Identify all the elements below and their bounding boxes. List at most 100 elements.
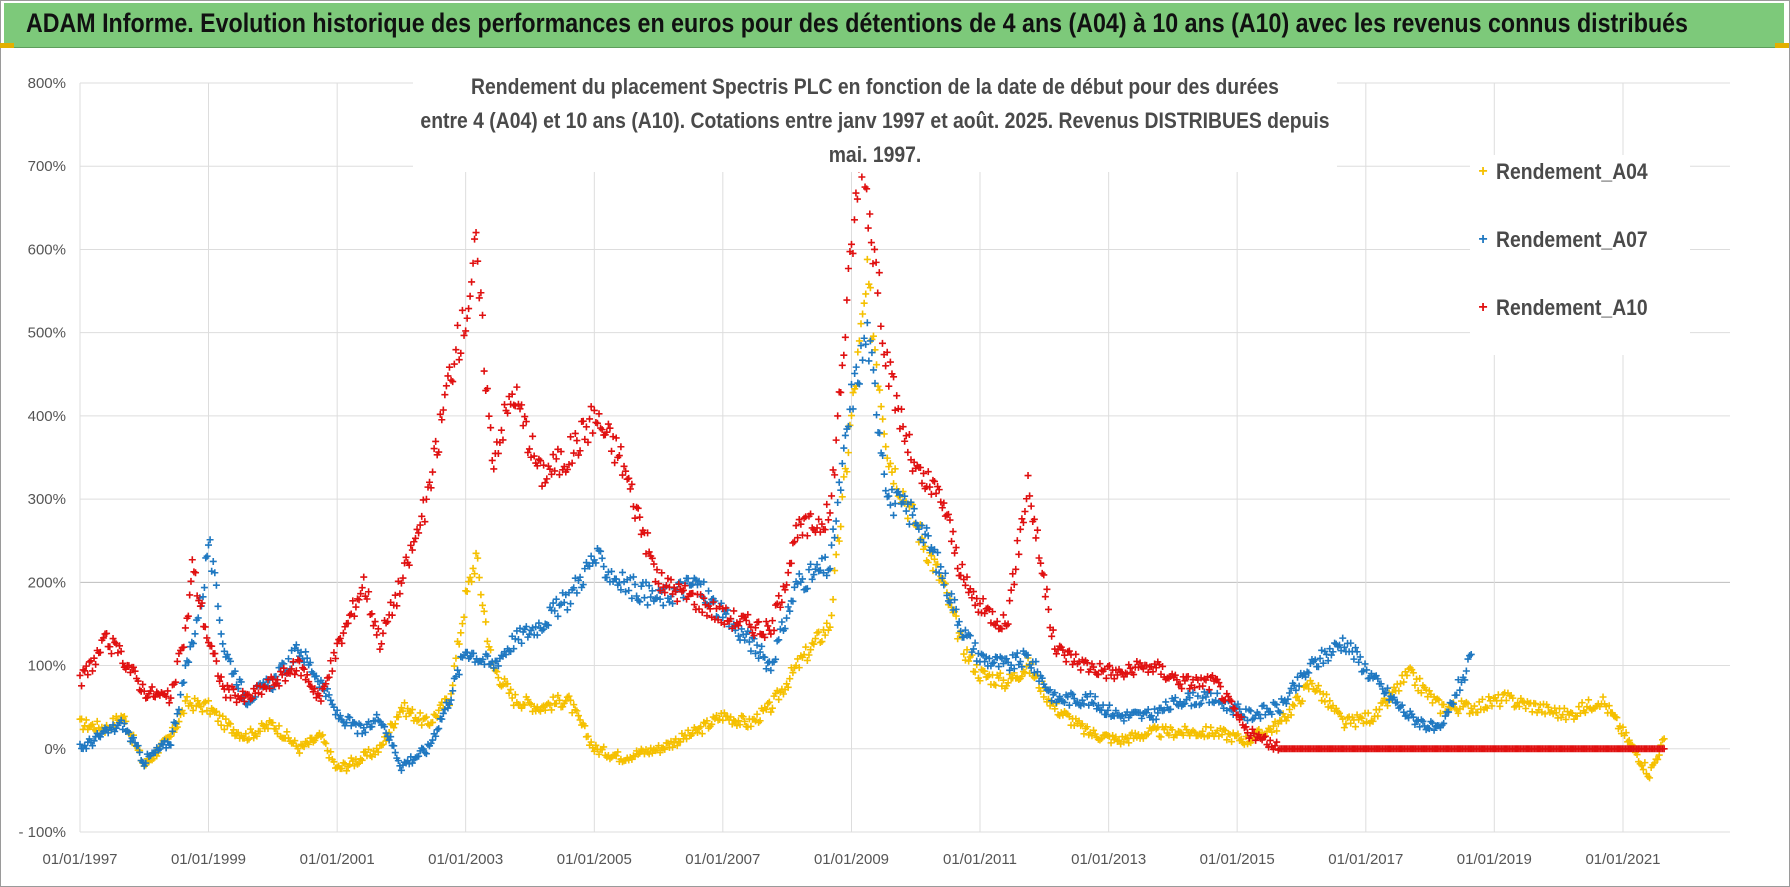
data-point	[958, 561, 966, 569]
data-point	[393, 602, 401, 610]
data-point	[1033, 668, 1041, 676]
data-point	[463, 648, 471, 656]
data-point	[1098, 706, 1106, 714]
data-point	[567, 600, 575, 608]
data-point	[541, 706, 549, 714]
data-point	[76, 671, 84, 679]
data-point	[1216, 724, 1224, 732]
data-point	[905, 520, 913, 528]
data-point	[937, 563, 945, 571]
data-point	[327, 748, 335, 756]
data-point	[910, 458, 918, 466]
data-point	[617, 443, 625, 451]
data-point	[186, 643, 194, 651]
data-point	[1302, 673, 1310, 681]
data-point	[1340, 643, 1348, 651]
data-point	[510, 645, 518, 653]
data-point	[438, 416, 446, 424]
axes: - 100% 0% 100% 200% 300% 400% 500% 600% 700% 800%…	[18, 75, 1660, 868]
data-point	[851, 369, 859, 377]
data-point	[1428, 719, 1436, 727]
data-point	[847, 240, 855, 248]
data-point	[1012, 653, 1020, 661]
data-point	[1581, 709, 1589, 717]
data-point	[886, 501, 894, 509]
data-point	[948, 590, 956, 598]
data-point	[1625, 736, 1633, 744]
data-point	[302, 648, 310, 656]
data-point	[792, 522, 800, 530]
data-point	[208, 567, 216, 575]
data-point	[216, 616, 224, 624]
data-point	[790, 583, 798, 591]
data-point	[744, 611, 752, 619]
data-point	[840, 473, 848, 481]
data-point	[795, 570, 803, 578]
data-point	[1250, 729, 1258, 737]
data-point	[480, 607, 488, 615]
data-point	[828, 541, 836, 549]
data-point	[1531, 700, 1539, 708]
data-point	[1435, 696, 1443, 704]
data-point	[878, 339, 886, 347]
data-point	[183, 657, 191, 665]
data-point	[188, 638, 196, 646]
data-point	[355, 596, 363, 604]
data-point	[1015, 550, 1023, 558]
data-point	[826, 565, 834, 573]
data-point	[397, 766, 405, 774]
data-point	[454, 321, 462, 329]
data-point	[581, 722, 589, 730]
data-point	[214, 602, 222, 610]
data-point	[1176, 680, 1184, 688]
data-point	[554, 692, 562, 700]
data-point	[529, 432, 537, 440]
legend-label-a04: Rendement_A04	[1496, 159, 1648, 184]
data-point	[1499, 690, 1507, 698]
x-tick-label: 01/01/2015	[1200, 851, 1275, 868]
data-point	[640, 594, 648, 602]
data-point	[1110, 675, 1118, 683]
data-point	[885, 492, 893, 500]
data-point	[1102, 711, 1110, 719]
data-point	[1273, 727, 1281, 735]
data-point	[644, 529, 652, 537]
data-point	[1144, 705, 1152, 713]
data-point	[540, 702, 548, 710]
data-point	[993, 617, 1001, 625]
data-point	[1004, 620, 1012, 628]
data-point	[273, 676, 281, 684]
data-point	[831, 471, 839, 479]
data-point	[288, 665, 296, 673]
data-point	[365, 588, 373, 596]
data-point	[1168, 726, 1176, 734]
data-point	[1223, 736, 1231, 744]
data-point	[516, 624, 524, 632]
data-point	[1369, 717, 1377, 725]
data-point	[460, 613, 468, 621]
data-point	[1247, 707, 1255, 715]
data-point	[429, 736, 437, 744]
data-point	[147, 687, 155, 695]
data-point	[593, 419, 601, 427]
data-point	[1361, 660, 1369, 668]
data-point	[1091, 693, 1099, 701]
data-point	[444, 704, 452, 712]
data-point	[168, 727, 176, 735]
data-point	[871, 379, 879, 387]
data-point	[862, 290, 870, 298]
data-point	[305, 740, 313, 748]
x-tick-label: 01/01/2007	[685, 851, 760, 868]
data-point	[469, 259, 477, 267]
y-tick-label: - 100%	[18, 824, 66, 841]
data-point	[582, 559, 590, 567]
data-point	[119, 659, 127, 667]
data-point	[904, 514, 912, 522]
data-point	[82, 662, 90, 670]
data-point	[199, 593, 207, 601]
data-point	[857, 320, 865, 328]
data-point	[463, 587, 471, 595]
data-point	[1045, 605, 1052, 613]
data-point	[322, 739, 330, 747]
data-point	[1347, 719, 1355, 727]
